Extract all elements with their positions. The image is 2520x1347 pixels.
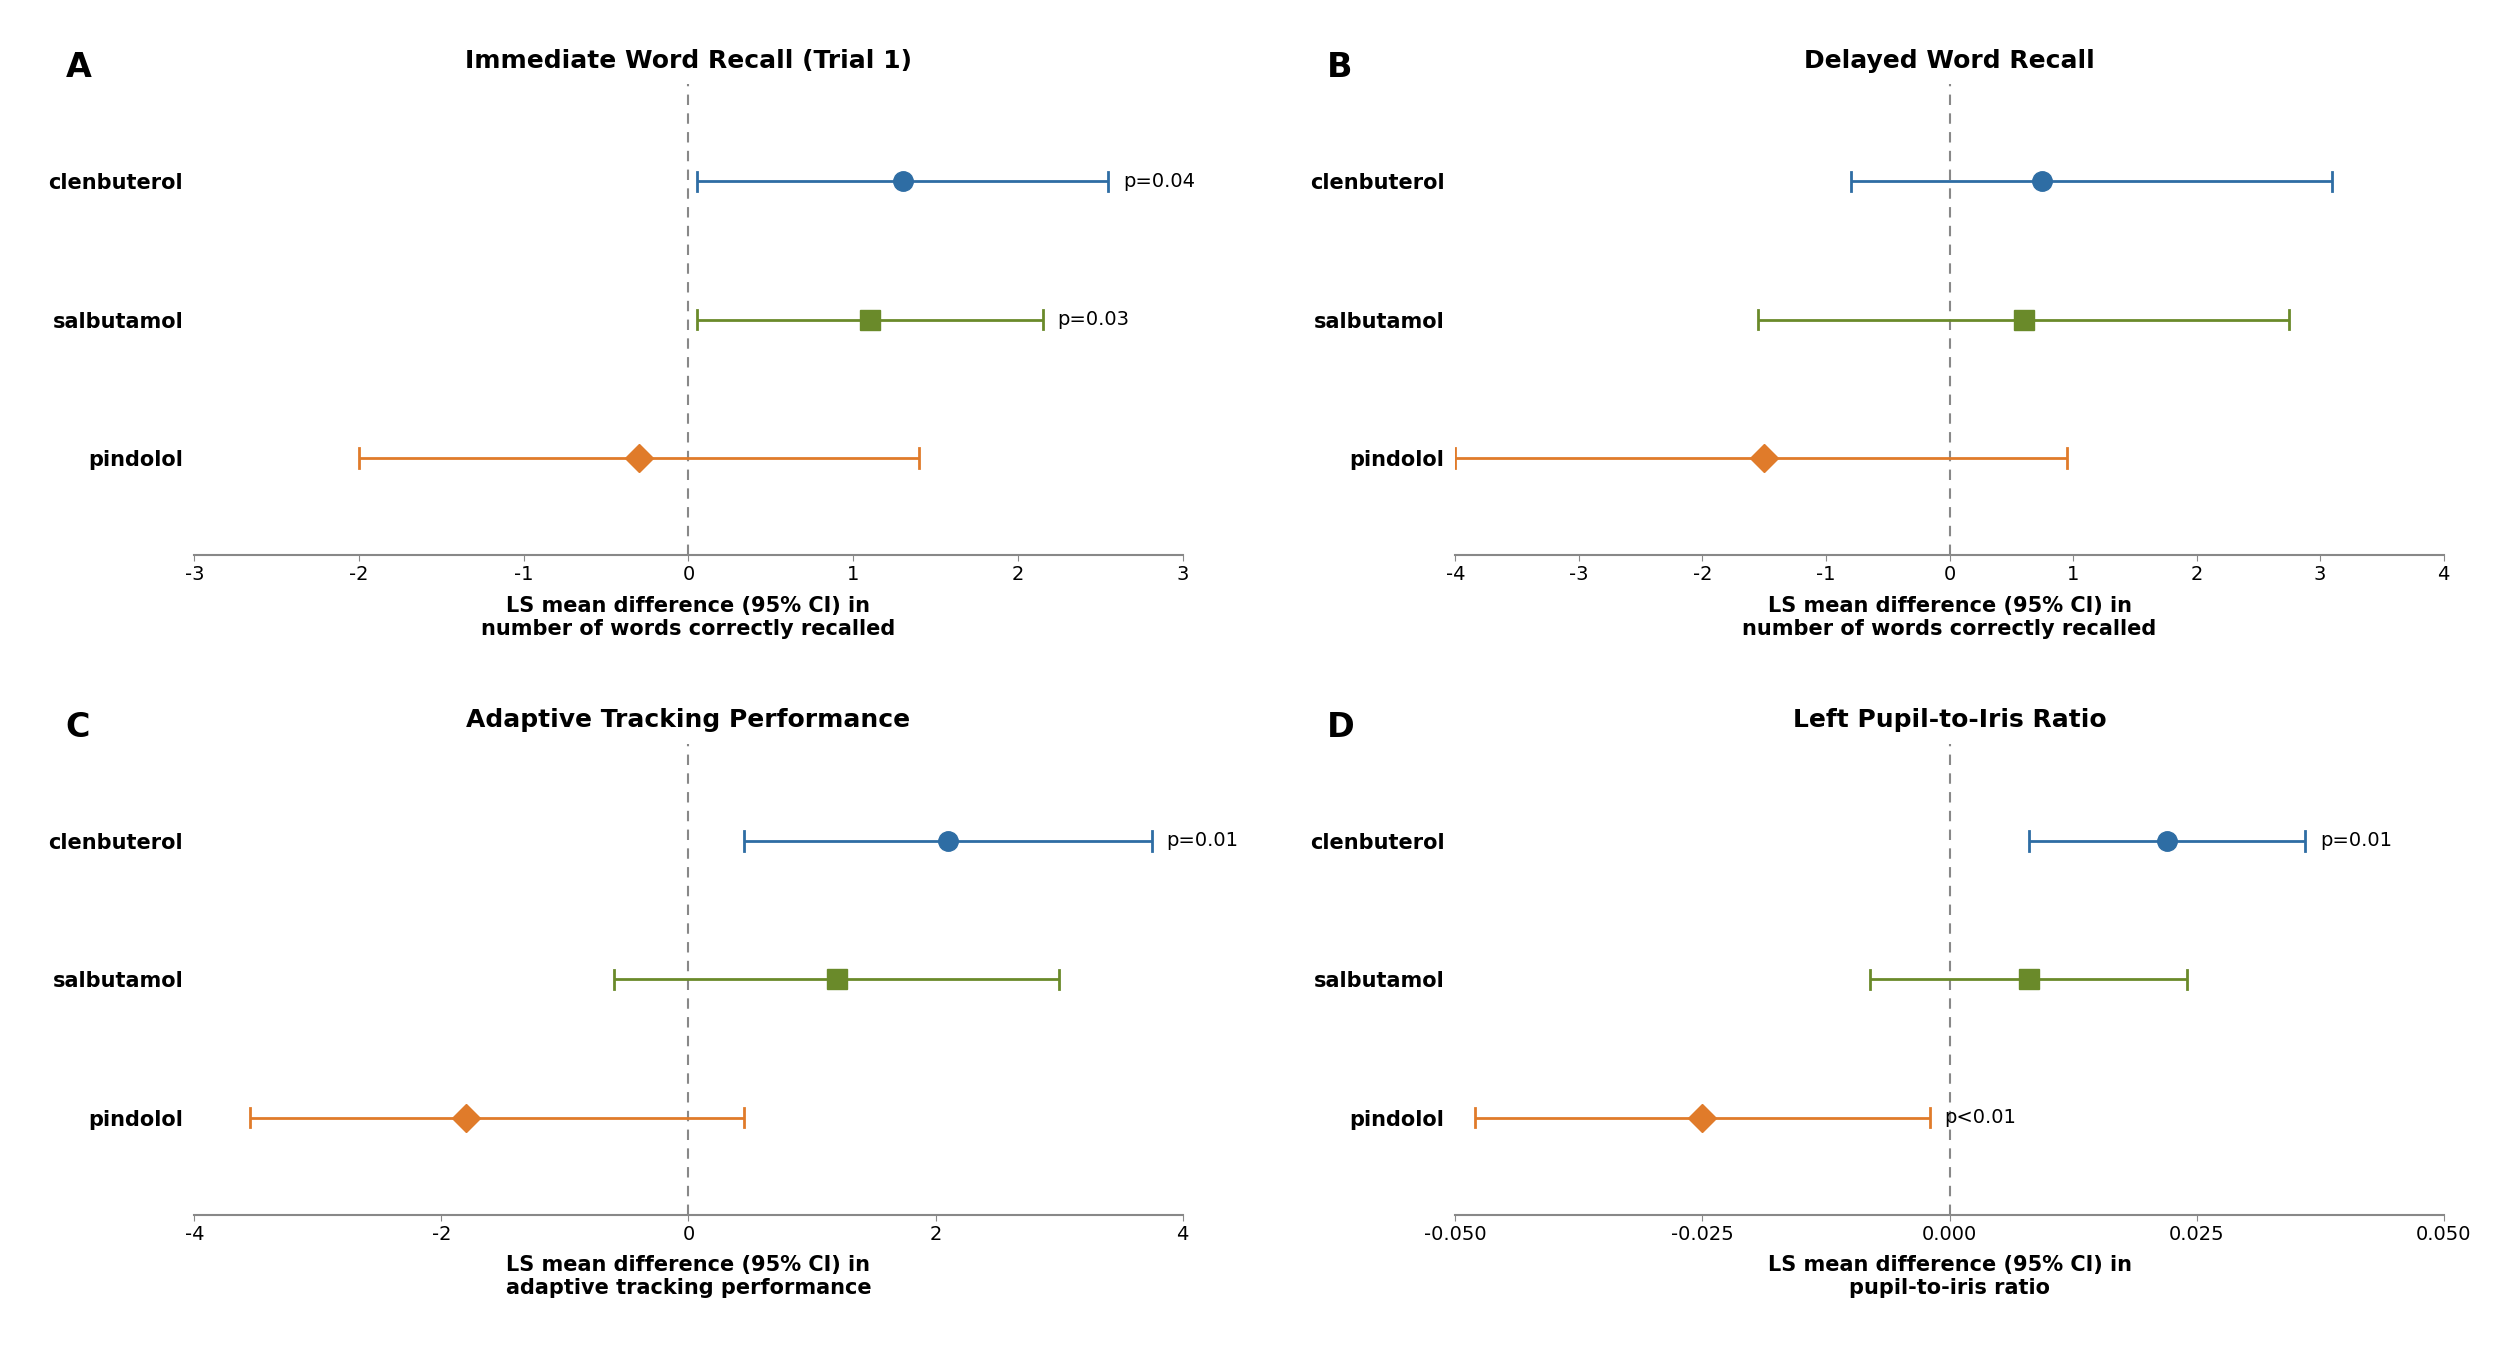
X-axis label: LS mean difference (95% CI) in
number of words correctly recalled: LS mean difference (95% CI) in number of… — [481, 595, 895, 638]
Title: Immediate Word Recall (Trial 1): Immediate Word Recall (Trial 1) — [466, 48, 912, 73]
X-axis label: LS mean difference (95% CI) in
adaptive tracking performance: LS mean difference (95% CI) in adaptive … — [507, 1255, 872, 1299]
Title: Delayed Word Recall: Delayed Word Recall — [1804, 48, 2094, 73]
Text: B: B — [1328, 51, 1353, 85]
Text: p<0.01: p<0.01 — [1945, 1109, 2016, 1127]
Text: D: D — [1328, 711, 1356, 744]
Title: Adaptive Tracking Performance: Adaptive Tracking Performance — [466, 709, 910, 733]
X-axis label: LS mean difference (95% CI) in
number of words correctly recalled: LS mean difference (95% CI) in number of… — [1741, 595, 2157, 638]
Title: Left Pupil-to-Iris Ratio: Left Pupil-to-Iris Ratio — [1792, 709, 2107, 733]
Text: p=0.03: p=0.03 — [1058, 310, 1129, 329]
Text: p=0.01: p=0.01 — [2321, 831, 2391, 850]
Text: p=0.01: p=0.01 — [1167, 831, 1237, 850]
Text: C: C — [66, 711, 91, 744]
X-axis label: LS mean difference (95% CI) in
pupil-to-iris ratio: LS mean difference (95% CI) in pupil-to-… — [1767, 1255, 2132, 1299]
Text: p=0.04: p=0.04 — [1124, 171, 1194, 191]
Text: A: A — [66, 51, 91, 85]
